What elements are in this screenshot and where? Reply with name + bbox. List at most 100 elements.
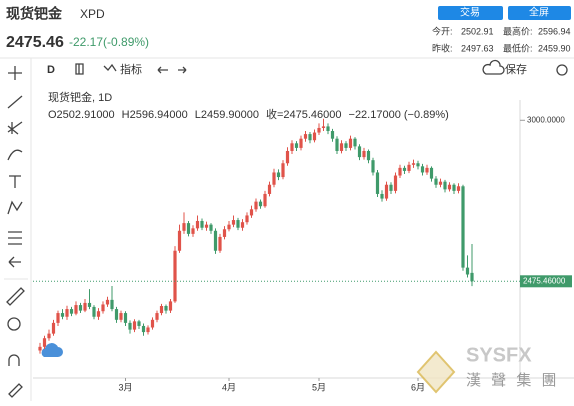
candle-body [101,304,105,312]
price-change: -22.17(-0.89%) [69,35,149,49]
fib-tool[interactable] [7,121,23,135]
candle-body [204,224,209,228]
high-label: 最高价: [503,25,533,36]
candle-body [407,164,411,171]
magnet-tool[interactable] [8,354,20,366]
legend-value: L2459.90000 [195,109,259,121]
logo-cloud [41,343,63,357]
brush-tool[interactable] [7,149,23,161]
symbol: XPD [80,7,105,21]
legend-title: 现货钯金, 1D [48,90,112,104]
candle-body [344,143,348,148]
candle-body [191,228,195,234]
candle-body [281,163,285,178]
candle-body [38,346,42,351]
low-label: 最低价: [503,42,533,53]
prev-close-label: 昨收: [432,42,453,53]
prediction-tool[interactable] [8,231,22,245]
candle-body [209,224,213,231]
candle-body [276,172,281,178]
zoom-tool[interactable] [7,317,21,331]
candle-body [249,209,254,216]
save-button[interactable]: 保存 [505,62,527,76]
candle-body [348,138,353,148]
candle-body [285,150,290,164]
candle-body [339,143,344,151]
crosshair-tool[interactable] [8,66,22,80]
indicator-icon[interactable] [103,63,117,72]
candle-body [42,338,47,347]
candle-body [263,193,267,207]
candle-body [146,327,150,333]
trade-button[interactable] [438,6,503,20]
candle-body [218,236,222,251]
candle-body [267,184,272,194]
candle-body [303,134,308,139]
redo-icon[interactable] [178,66,187,74]
candle-body [69,309,74,314]
fullscreen-button-label[interactable]: 全屏 [529,6,549,19]
candle-body [447,184,452,190]
x-tick-label: 6月 [411,382,425,392]
candle-body [92,306,96,317]
watermark-text: 漢 聲 集 團 [466,372,560,389]
cloud-icon[interactable] [482,59,505,75]
watermark-brand: SYSFX [466,344,532,366]
candle-body [330,131,335,139]
candle-body [114,309,119,320]
candle-body [60,313,65,317]
candle-body [87,302,92,307]
candle-body [231,220,236,225]
candle-body [357,146,362,158]
candle-body [200,220,204,228]
indicators-button[interactable]: 指标 [120,62,142,76]
settings-icon[interactable] [556,64,568,76]
candle-body [452,184,456,191]
candle-body [389,184,393,191]
candle-body [74,305,78,314]
line-tool[interactable] [7,95,23,109]
interval-button[interactable]: D [47,64,55,76]
eraser-tool[interactable] [8,383,23,398]
candle-body [461,186,465,268]
candle-body [375,172,380,194]
candle-body [240,222,245,228]
y-tick-label: 3000.0000 [527,115,565,124]
candle-body [150,319,155,328]
low-value: 2459.90 [538,43,571,53]
candle-body [326,126,330,132]
candle-body [393,175,398,191]
text-tool[interactable] [9,175,21,188]
candle-body [123,313,128,323]
candle-body [155,313,159,320]
undo-icon[interactable] [157,66,168,74]
candle-body [173,250,177,302]
fullscreen-button[interactable] [508,6,571,20]
candle-body [402,167,407,171]
candle-body [411,163,416,165]
candle-body [384,184,389,199]
candle-body [416,163,420,167]
bar-style-icon[interactable] [75,63,84,75]
candle-body [294,143,299,148]
pattern-tool[interactable] [7,200,23,215]
candle-body [312,132,317,141]
legend-value: O2502.91000 [48,109,115,121]
candle-body [110,299,114,310]
last-price-box [520,275,572,288]
prev-close-value: 2497.63 [461,43,494,53]
last-price-label: 2475.46000 [523,276,566,285]
ruler-tool[interactable] [6,287,25,306]
candle-body [168,301,173,311]
trade-button-label[interactable]: 交易 [460,6,480,19]
candle-body [96,311,101,317]
candle-body [371,160,375,173]
instrument-title: 现货钯金 [6,6,63,22]
open-label: 今开: [432,25,453,36]
candle-body [128,322,132,330]
back-tool[interactable] [8,256,21,268]
candle-body [438,181,443,185]
candle-body [78,305,83,311]
candle-body [105,299,110,305]
